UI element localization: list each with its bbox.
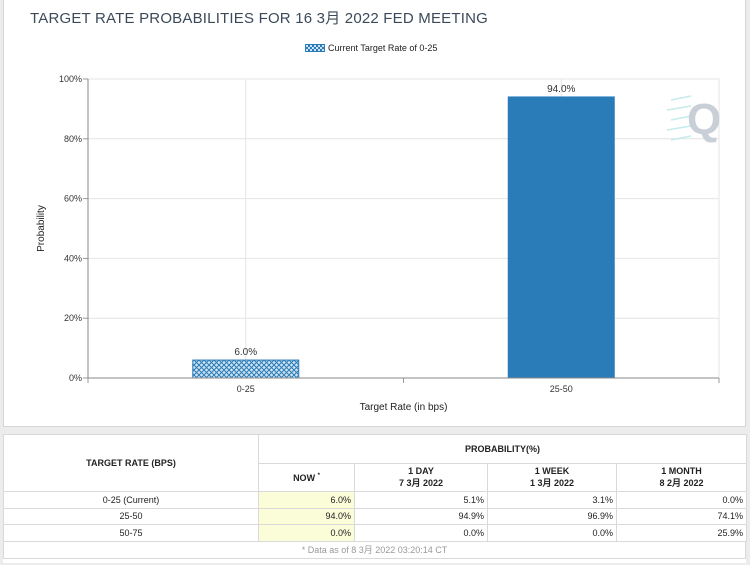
x-axis-title: Target Rate (in bps) xyxy=(360,402,448,413)
bar-0-25 xyxy=(192,359,300,379)
rate-cell: 0-25 (Current) xyxy=(3,491,259,509)
y-tick-label: 20% xyxy=(64,313,82,323)
one-day-cell: 5.1% xyxy=(354,491,488,509)
legend-hatched-swatch xyxy=(305,44,325,52)
legend-label: Current Target Rate of 0-25 xyxy=(328,43,438,53)
probability-table: TARGET RATE (BPS) PROBABILITY(%) NOW * 1… xyxy=(3,434,747,542)
one-day-cell: 0.0% xyxy=(354,524,488,542)
chart-title: TARGET RATE PROBABILITIES FOR 16 3月 2022… xyxy=(30,10,489,27)
rate-cell: 25-50 xyxy=(3,507,259,525)
target-rate-header: TARGET RATE (BPS) xyxy=(3,434,259,492)
one-month-cell: 74.1% xyxy=(616,507,747,525)
bar-value-label: 6.0% xyxy=(234,347,257,358)
table-row: 0-25 (Current) 6.0% 5.1% 3.1% 0.0% xyxy=(3,491,747,509)
x-tick-label: 0-25 xyxy=(237,384,255,394)
bar-value-label: 94.0% xyxy=(547,84,575,95)
one-day-cell: 94.9% xyxy=(354,507,488,525)
now-header: NOW * xyxy=(258,463,355,492)
probability-header: PROBABILITY(%) xyxy=(258,434,747,464)
y-tick-label: 40% xyxy=(64,253,82,263)
table-row: 50-75 0.0% 0.0% 0.0% 25.9% xyxy=(3,524,747,542)
bar-25-50 xyxy=(507,96,615,379)
one-month-cell: 0.0% xyxy=(616,491,747,509)
y-tick-label: 100% xyxy=(59,74,82,84)
one-day-header: 1 DAY 7 3月 2022 xyxy=(354,463,488,492)
chart-panel: TARGET RATE PROBABILITIES FOR 16 3月 2022… xyxy=(3,0,746,427)
probability-table-panel: TARGET RATE (BPS) PROBABILITY(%) NOW * 1… xyxy=(3,434,747,563)
y-tick-label: 0% xyxy=(69,373,82,383)
bar-chart: Q 6.0% 94.0% 0% 20% 40% 60% 80% 100% 0-25 25-50 T… xyxy=(36,74,721,413)
one-week-cell: 0.0% xyxy=(487,524,617,542)
one-week-cell: 96.9% xyxy=(487,507,617,525)
y-tick-label: 60% xyxy=(64,194,82,204)
one-month-header: 1 MONTH 8 2月 2022 xyxy=(616,463,747,492)
y-tick-label: 80% xyxy=(64,134,82,144)
watermark-q-logo: Q xyxy=(666,95,721,144)
one-week-header: 1 WEEK 1 3月 2022 xyxy=(487,463,617,492)
table-row: 25-50 94.0% 94.9% 96.9% 74.1% xyxy=(3,507,747,525)
svg-text:Q: Q xyxy=(687,95,721,144)
chart-legend[interactable]: Current Target Rate of 0-25 xyxy=(305,43,437,53)
now-cell: 94.0% xyxy=(258,507,355,525)
now-cell: 0.0% xyxy=(258,524,355,542)
one-week-cell: 3.1% xyxy=(487,491,617,509)
data-timestamp-footnote: * Data as of 8 3月 2022 03:20:14 CT xyxy=(3,541,746,559)
y-axis-title: Probability xyxy=(36,205,47,252)
now-cell: 6.0% xyxy=(258,491,355,509)
rate-cell: 50-75 xyxy=(3,524,259,542)
plot-frame xyxy=(87,78,720,379)
one-month-cell: 25.9% xyxy=(616,524,747,542)
x-tick-label: 25-50 xyxy=(550,384,573,394)
